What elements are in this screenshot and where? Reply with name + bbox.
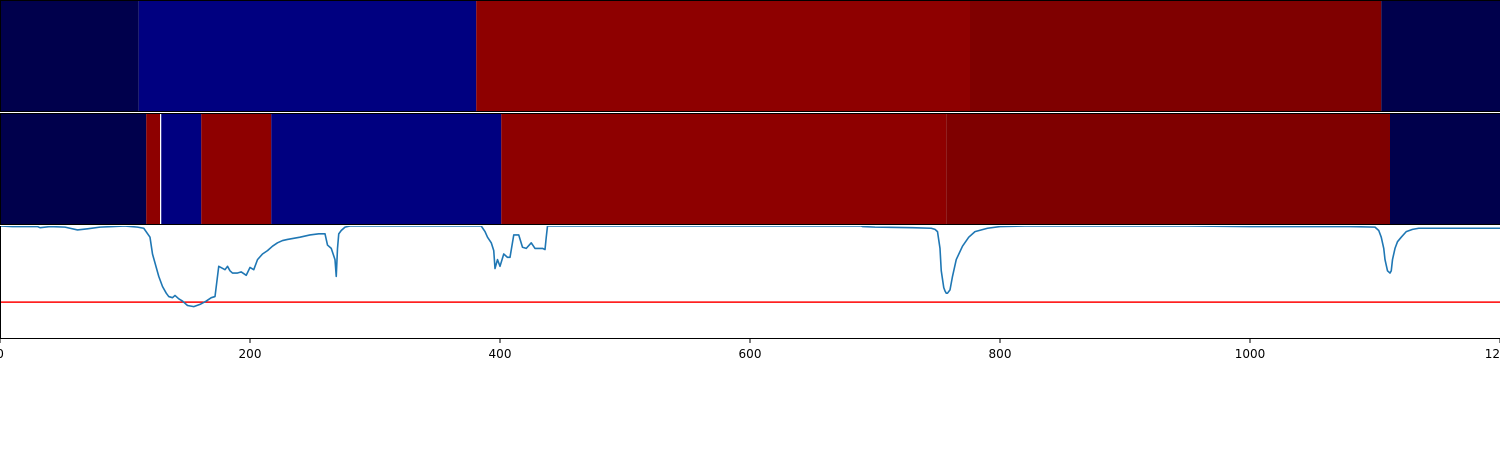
band-2-segment-2 <box>160 114 162 225</box>
x-tick-label: 600 <box>739 347 762 361</box>
band-2-frame <box>0 113 1500 225</box>
band-1-segment-3 <box>970 1 1382 111</box>
segmentation-band-2 <box>0 114 1500 225</box>
band-2-segment-6 <box>501 114 947 225</box>
band-2-segment-5 <box>271 114 502 225</box>
band-1-frame <box>0 0 1500 112</box>
band-2-segment-7 <box>946 114 1390 225</box>
segmentation-band-1 <box>0 1 1500 111</box>
band-2-segment-3 <box>161 114 202 225</box>
band-2-segment-1 <box>146 114 160 225</box>
signal-line <box>0 226 1500 308</box>
x-tick-label: 400 <box>489 347 512 361</box>
band-2-segment-4 <box>201 114 272 225</box>
band-1-segment-0 <box>0 1 139 111</box>
x-tick-label: 0 <box>0 347 4 361</box>
band-1-segment-4 <box>1381 1 1500 111</box>
band-2-segment-8 <box>1390 114 1500 225</box>
band-2-segment-0 <box>0 114 147 225</box>
x-tick-label: 800 <box>989 347 1012 361</box>
x-tick-label: 1000 <box>1235 347 1266 361</box>
x-axis-ticks: 0 200 400 600 800 1000 1200 <box>0 338 1500 361</box>
signal-plot-area <box>0 226 1500 308</box>
x-tick-label: 200 <box>239 347 262 361</box>
x-tick-label: 1200 <box>1485 347 1500 361</box>
band-1-segment-2 <box>476 1 970 111</box>
band-1-segment-1 <box>138 1 477 111</box>
